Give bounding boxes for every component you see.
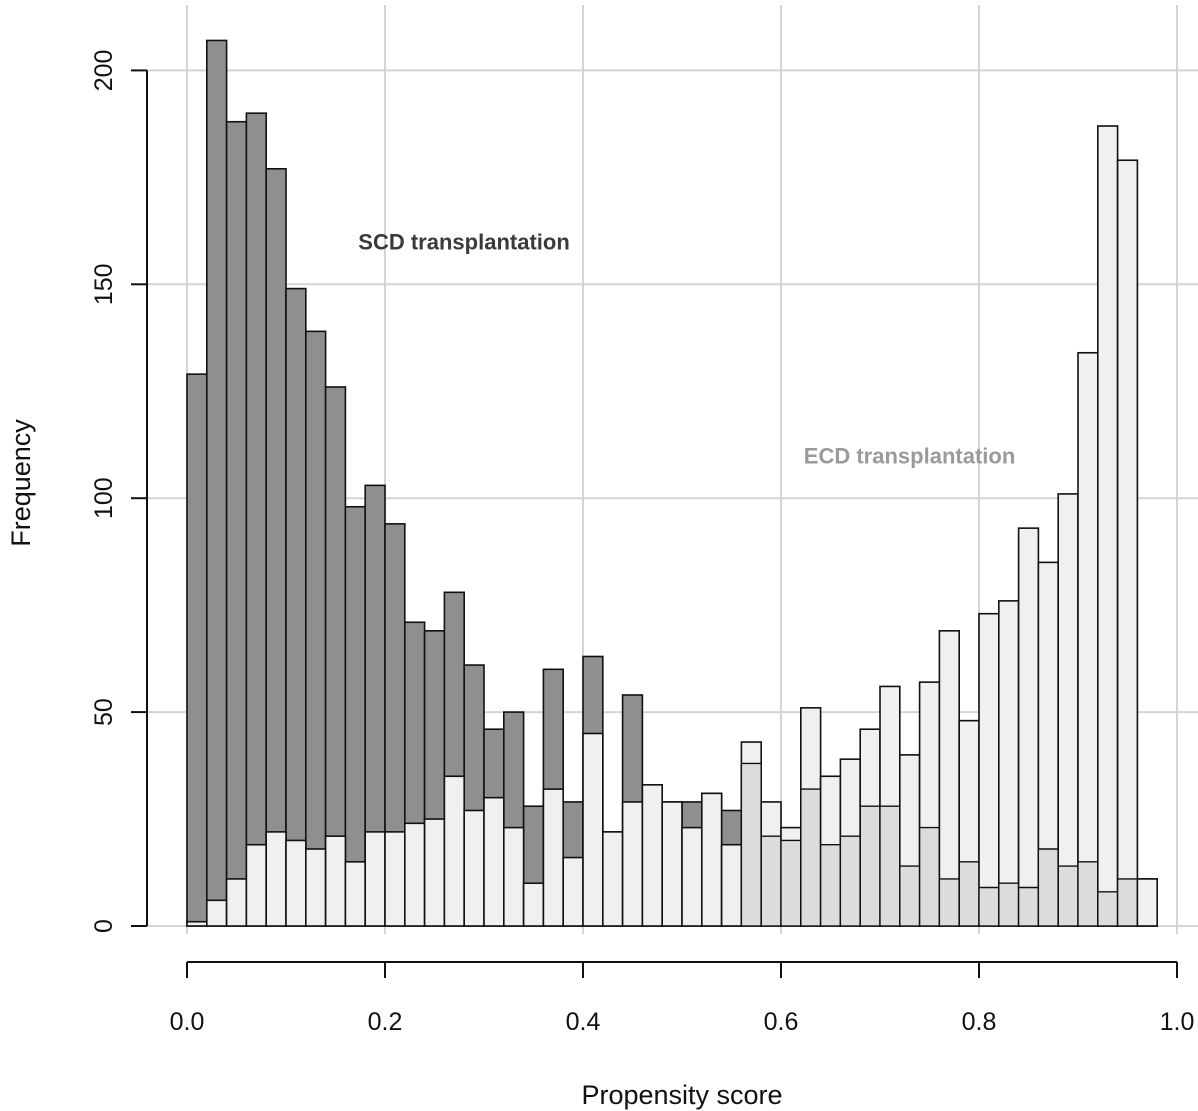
x-tick-label-1: 0.2 (368, 1008, 403, 1036)
x-tick-label-2: 0.4 (566, 1008, 601, 1036)
bar-ecd-18 (542, 788, 565, 927)
bar-ecd-45 (1077, 351, 1099, 927)
bar-overlap-36 (900, 866, 919, 926)
annotations: SCD transplantation ECD transplantation (358, 230, 1015, 469)
y-tick-label-3: 150 (90, 263, 118, 305)
bar-overlap-37 (920, 827, 939, 926)
bar-ecd-23 (641, 784, 664, 927)
y-tick-label-0: 0 (90, 919, 118, 933)
bar-overlap-39 (960, 861, 979, 926)
bar-ecd-21 (601, 831, 624, 927)
x-tick-label-5: 1.0 (1160, 1008, 1195, 1036)
bar-ecd-0 (186, 920, 208, 927)
bar-ecd-48 (1136, 878, 1159, 927)
bar-ecd-20 (582, 732, 604, 927)
bar-overlap-41 (999, 883, 1018, 926)
bar-ecd-13 (443, 775, 465, 927)
bar-ecd-5 (285, 839, 307, 927)
bar-overlap-38 (940, 878, 959, 926)
bar-overlap-43 (1039, 848, 1058, 926)
bar-overlap-34 (861, 806, 880, 926)
x-tick-label-0: 0.0 (170, 1008, 205, 1036)
series-annotation-1: ECD transplantation (804, 443, 1015, 468)
histogram-bars (186, 39, 1159, 927)
bar-scd-6 (304, 330, 327, 927)
bar-overlap-33 (841, 836, 860, 926)
bar-ecd-42 (1017, 527, 1040, 927)
bar-ecd-25 (681, 826, 703, 927)
bar-ecd-4 (265, 831, 287, 927)
series-annotation-0: SCD transplantation (358, 230, 569, 255)
x-tick-label-4: 0.8 (962, 1008, 997, 1036)
bar-overlap-42 (1019, 887, 1038, 926)
bar-ecd-19 (562, 856, 584, 927)
bar-overlap-29 (762, 836, 781, 926)
bar-ecd-44 (1057, 493, 1079, 927)
labels: Propensity score Frequency (6, 419, 783, 1110)
bar-ecd-27 (720, 843, 743, 927)
y-tick-label-2: 100 (90, 477, 118, 519)
x-axis-title: Propensity score (581, 1080, 782, 1110)
bar-overlap-44 (1059, 866, 1078, 926)
bar-scd-5 (285, 287, 307, 927)
bar-ecd-8 (344, 861, 366, 927)
bar-ecd-6 (304, 848, 327, 927)
bar-ecd-2 (225, 878, 248, 927)
bar-overlap-47 (1118, 878, 1137, 926)
bar-overlap-31 (801, 789, 820, 926)
bar-ecd-17 (522, 882, 545, 927)
bar-overlap-40 (979, 887, 998, 926)
bar-ecd-3 (245, 843, 267, 927)
bar-ecd-26 (700, 792, 723, 927)
bar-ecd-14 (463, 809, 485, 927)
x-tick-label-3: 0.6 (764, 1008, 799, 1036)
bar-overlap-46 (1098, 891, 1117, 926)
bar-ecd-12 (423, 818, 446, 927)
bar-scd-1 (206, 39, 228, 927)
bar-ecd-15 (483, 796, 505, 927)
bar-ecd-9 (364, 831, 386, 927)
bar-ecd-24 (661, 801, 683, 927)
bar-overlap-35 (880, 806, 899, 926)
axes: 0 50 100 150 200 0.0 0.2 0.4 0.6 0.8 1.0 (90, 50, 1194, 1036)
bar-ecd-11 (403, 822, 426, 927)
bar-scd-3 (245, 112, 267, 927)
bar-ecd-10 (384, 831, 406, 927)
bar-ecd-7 (324, 835, 347, 927)
y-axis-title: Frequency (6, 419, 36, 547)
bar-ecd-16 (502, 826, 525, 927)
bar-scd-4 (265, 167, 287, 927)
bar-ecd-41 (997, 600, 1020, 927)
bar-scd-0 (186, 373, 208, 927)
bar-ecd-47 (1116, 159, 1139, 927)
y-tick-label-1: 50 (90, 698, 118, 726)
bar-ecd-40 (978, 612, 1000, 927)
bar-ecd-1 (206, 899, 228, 927)
bar-ecd-22 (621, 801, 644, 927)
bar-overlap-45 (1078, 861, 1097, 926)
bar-overlap-32 (821, 844, 840, 926)
y-tick-label-4: 200 (90, 50, 118, 92)
bar-overlap-28 (742, 763, 761, 926)
bar-overlap-30 (781, 840, 800, 926)
bar-scd-2 (225, 120, 248, 927)
bar-ecd-46 (1097, 125, 1119, 927)
